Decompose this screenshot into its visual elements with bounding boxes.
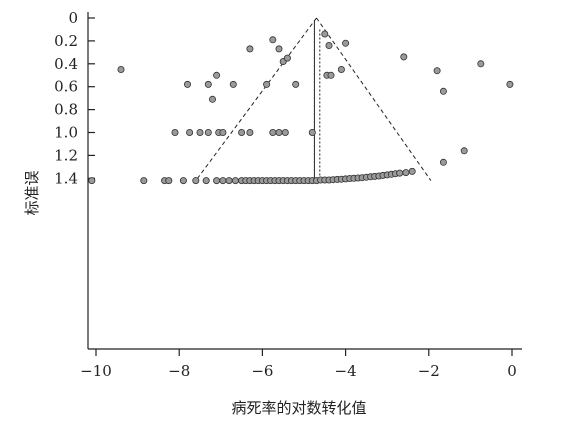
- data-point: [165, 177, 173, 185]
- y-tick-label: 1.4: [54, 169, 78, 187]
- data-point: [186, 128, 194, 136]
- x-axis-title: 病死率的对数转化值: [231, 399, 366, 417]
- funnel-guides: [195, 17, 432, 181]
- data-point: [275, 128, 283, 136]
- data-point: [396, 169, 404, 177]
- funnel-right-line: [316, 17, 432, 181]
- y-tick-label: 0.8: [54, 101, 78, 119]
- data-point: [204, 128, 212, 136]
- data-point: [342, 39, 350, 47]
- data-point: [281, 128, 289, 136]
- data-point: [117, 66, 125, 74]
- axes: 0 0.2 0.4 0.6 0.8 1.0 1.2 1.4 −10 −8 −6 −4 −2 0: [54, 9, 522, 380]
- data-point: [202, 177, 210, 185]
- data-point: [219, 177, 227, 185]
- data-point: [183, 80, 191, 88]
- y-tick-label: 0.6: [54, 78, 78, 96]
- x-tick-label: −2: [418, 362, 440, 380]
- data-point: [327, 71, 335, 79]
- data-point: [140, 177, 148, 185]
- data-point: [439, 158, 447, 166]
- data-point: [283, 54, 291, 62]
- data-point: [292, 80, 300, 88]
- data-point: [208, 95, 216, 103]
- y-axis-title: 标准误: [23, 170, 41, 215]
- data-point: [88, 177, 96, 185]
- x-tick-label: −10: [80, 362, 112, 380]
- data-point: [171, 128, 179, 136]
- y-tick-label: 1.0: [54, 124, 78, 142]
- data-point: [460, 147, 468, 155]
- data-point: [213, 71, 221, 79]
- data-points: [88, 30, 514, 185]
- y-tick-label: 0.4: [54, 55, 78, 73]
- data-point: [433, 67, 441, 75]
- data-point: [213, 177, 221, 185]
- x-tick-label: 0: [507, 362, 517, 380]
- funnel-left-line: [195, 17, 317, 181]
- y-tick-label: 0: [68, 9, 78, 27]
- data-point: [263, 80, 271, 88]
- data-point: [196, 128, 204, 136]
- data-point: [275, 45, 283, 53]
- data-point: [408, 167, 416, 175]
- data-point: [506, 80, 514, 88]
- y-tick-label: 1.2: [54, 146, 78, 164]
- data-point: [219, 128, 227, 136]
- data-point: [308, 128, 316, 136]
- x-tick-label: −6: [251, 362, 273, 380]
- data-point: [402, 169, 410, 177]
- data-point: [192, 177, 200, 185]
- x-tick-label: −8: [168, 362, 190, 380]
- data-point: [325, 42, 333, 50]
- data-point: [246, 128, 254, 136]
- data-point: [238, 128, 246, 136]
- data-point: [204, 80, 212, 88]
- data-point: [400, 53, 408, 61]
- data-point: [269, 36, 277, 44]
- data-point: [225, 177, 233, 185]
- x-tick-label: −4: [335, 362, 357, 380]
- data-point: [229, 80, 237, 88]
- data-point: [179, 177, 187, 185]
- data-point: [246, 45, 254, 53]
- data-point: [231, 177, 239, 185]
- data-point: [439, 87, 447, 95]
- y-tick-label: 0.2: [54, 32, 78, 50]
- data-point: [321, 30, 329, 38]
- data-point: [337, 66, 345, 74]
- data-point: [269, 128, 277, 136]
- data-point: [477, 60, 485, 68]
